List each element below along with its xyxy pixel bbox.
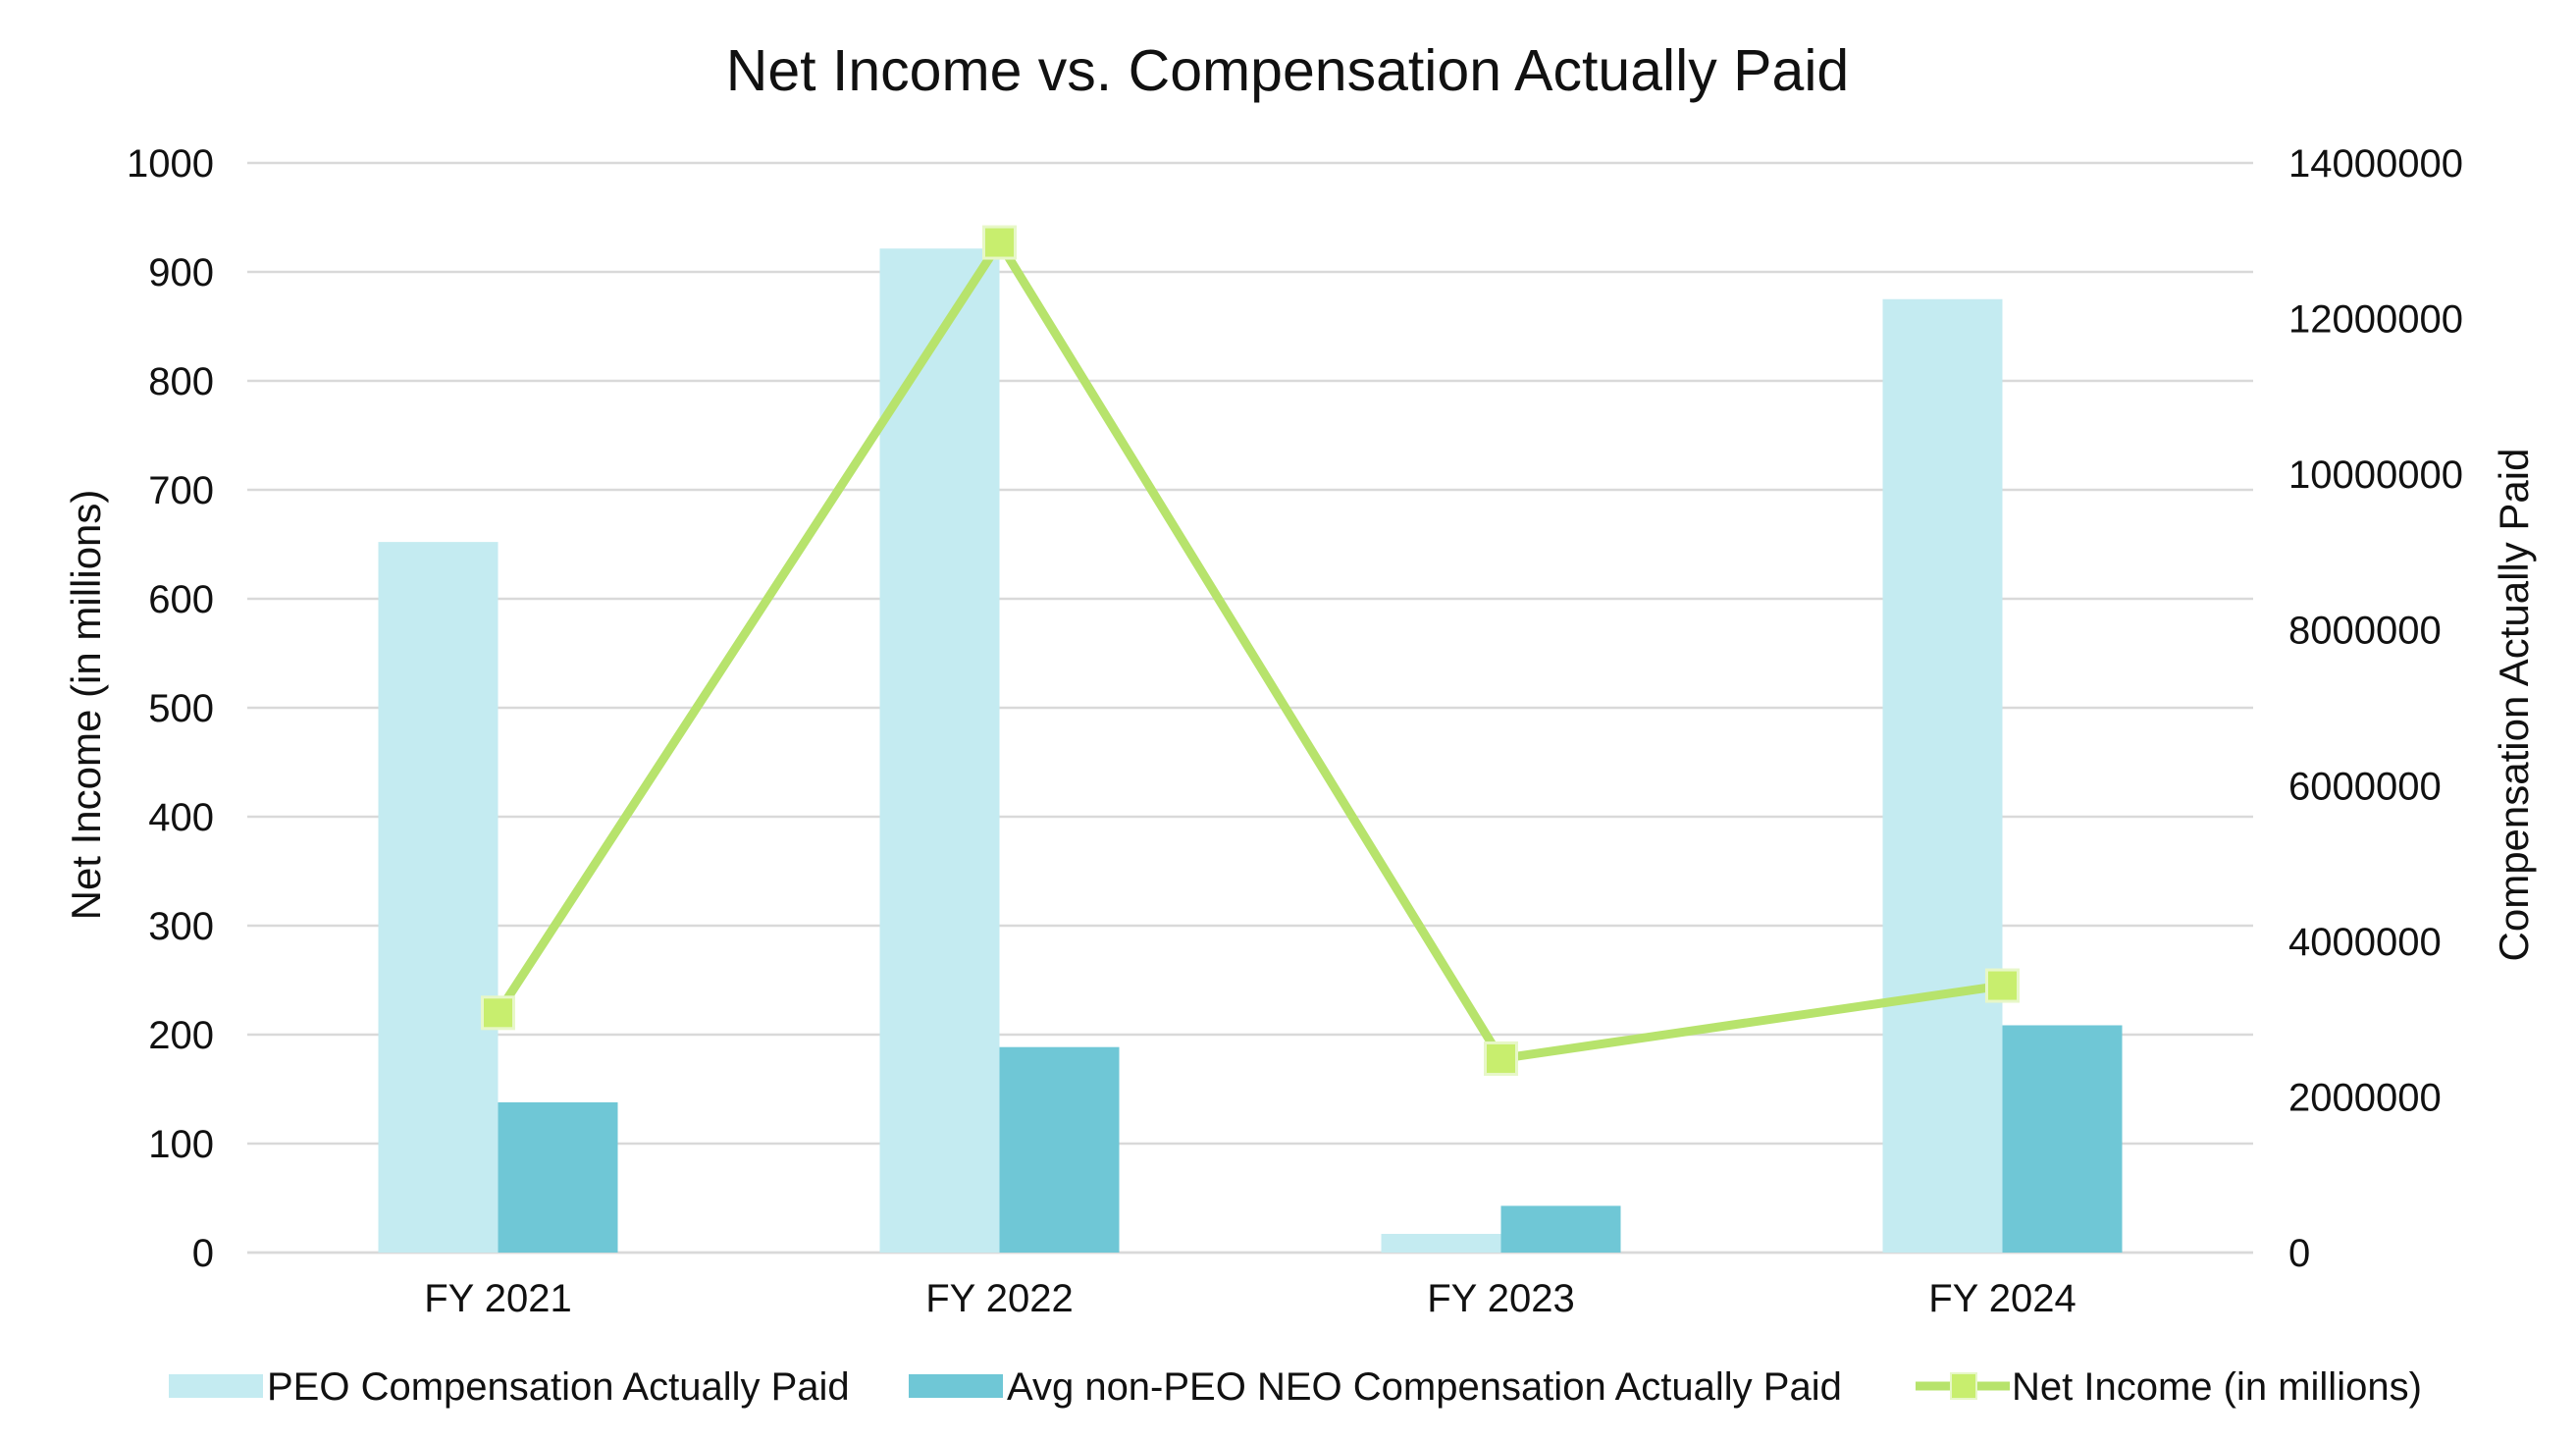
right-tick-label: 10000000 — [2288, 454, 2463, 497]
net-income-polyline — [494, 238, 2004, 1063]
legend-swatch-neo — [909, 1374, 1003, 1398]
x-tick-label: FY 2021 — [424, 1277, 572, 1320]
peo-bar-fy-2021 — [378, 542, 499, 1253]
right-tick-label: 14000000 — [2288, 142, 2463, 186]
left-tick-label: 700 — [148, 469, 214, 512]
left-tick-label: 600 — [148, 578, 214, 621]
peo-bar-fy-2024 — [1882, 298, 2003, 1253]
legend-swatch-peo — [169, 1374, 263, 1398]
net-income-marker-fy-2022 — [982, 225, 1017, 260]
legend-swatch-net-income-marker — [1950, 1372, 1977, 1400]
neo-bar-fy-2021 — [498, 1101, 618, 1253]
right-axis-label: Compensation Actually Paid — [2491, 449, 2537, 962]
left-tick-label: 200 — [148, 1014, 214, 1057]
right-tick-label: 2000000 — [2288, 1076, 2442, 1119]
legend-label-peo: PEO Compensation Actually Paid — [267, 1365, 850, 1409]
left-tick-label: 900 — [148, 251, 214, 294]
right-tick-label: 12000000 — [2288, 298, 2463, 342]
x-tick-label: FY 2022 — [925, 1277, 1074, 1320]
net-income-marker-fy-2021 — [481, 995, 515, 1031]
neo-bar-fy-2024 — [2002, 1025, 2123, 1253]
neo-bar-fy-2022 — [999, 1046, 1120, 1253]
chart-title: Net Income vs. Compensation Actually Pai… — [726, 38, 1850, 103]
left-tick-label: 100 — [148, 1123, 214, 1166]
left-tick-label: 1000 — [127, 142, 214, 186]
peo-bar-fy-2022 — [879, 248, 1000, 1253]
net-income-marker-fy-2024 — [1985, 968, 2020, 1003]
left-axis-label: Net Income (in millions) — [63, 490, 109, 921]
right-tick-label: 8000000 — [2288, 610, 2442, 653]
left-tick-label: 500 — [148, 687, 214, 730]
bars — [378, 248, 2123, 1253]
right-tick-label: 4000000 — [2288, 921, 2442, 964]
net-income-marker-fy-2023 — [1484, 1041, 1518, 1076]
right-tick-label: 0 — [2288, 1232, 2310, 1275]
x-tick-label: FY 2024 — [1928, 1277, 2077, 1320]
left-tick-label: 300 — [148, 905, 214, 948]
left-axis-ticks: 0 100 200 300 400 500 600 700 800 900 1000 — [127, 142, 214, 1275]
left-tick-label: 800 — [148, 360, 214, 403]
legend-label-neo: Avg non-PEO NEO Compensation Actually Pa… — [1007, 1365, 1842, 1409]
right-tick-label: 6000000 — [2288, 765, 2442, 808]
legend: PEO Compensation Actually Paid Avg non-PE… — [169, 1365, 2422, 1409]
neo-bar-fy-2023 — [1500, 1205, 1621, 1253]
peo-bar-fy-2023 — [1381, 1233, 1501, 1253]
x-axis-ticks: FY 2021 FY 2022 FY 2023 FY 2024 — [424, 1277, 2077, 1320]
x-tick-label: FY 2023 — [1427, 1277, 1575, 1320]
legend-label-net-income: Net Income (in millions) — [2012, 1365, 2422, 1409]
left-tick-label: 0 — [192, 1232, 214, 1275]
right-axis-ticks: 0 2000000 4000000 6000000 8000000 10000000 120… — [2288, 142, 2463, 1275]
net-income-line — [481, 225, 2020, 1076]
left-tick-label: 400 — [148, 796, 214, 839]
